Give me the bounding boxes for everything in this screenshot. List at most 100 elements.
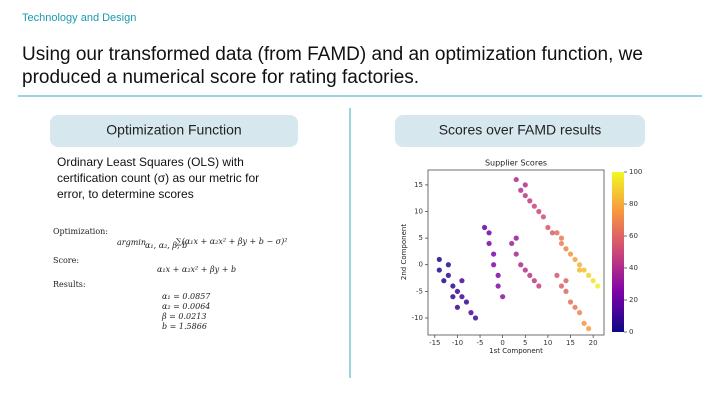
section-label: Technology and Design [22,12,136,24]
point [445,272,451,278]
point [536,283,542,289]
point [522,267,528,273]
colorbar-tick-label: 80 [629,200,638,208]
point [576,310,583,316]
x-tick-label: 10 [543,339,552,347]
point [495,272,501,278]
math-expression: ∑(α₁x + α₂x² + βy + b − σ)² [176,237,288,246]
result-line: α₁ = 0.0857 [162,292,211,301]
point [491,251,497,257]
point [572,304,578,310]
point [509,240,515,247]
point [581,267,587,273]
point [441,278,447,284]
x-tick-label: 5 [523,339,527,347]
colorbar-tick-label: 40 [629,264,638,272]
point [522,192,528,199]
point [554,272,560,278]
point [567,299,574,305]
point [513,251,519,257]
y-tick-label: 10 [414,208,423,216]
body-text: Ordinary Least Squares (OLS) with [57,155,244,169]
point [518,187,524,193]
point [563,278,569,284]
point [454,304,461,310]
point [558,240,565,247]
point [567,251,574,257]
point [459,278,465,284]
point [536,208,542,215]
x-tick-label: 0 [500,339,504,347]
plot-frame [427,169,605,336]
point [513,235,519,241]
point [436,256,442,263]
point [563,288,569,294]
title-line: produced a numerical score for rating fa… [22,67,419,88]
x-tick-label: -10 [452,339,463,347]
point [563,246,569,252]
point [576,267,583,273]
colorbar [612,172,624,332]
heading-box [50,115,298,147]
point [590,278,596,284]
chart-title: Supplier Scores [485,159,547,168]
body-text: certification count (σ) as our metric fo… [57,171,259,185]
heading-box [395,115,645,147]
math-subscript: α₁, α₂, β, b [145,241,187,250]
point [491,262,497,268]
point [531,203,537,209]
colorbar-tick-label: 20 [629,296,638,304]
math-label: Score: [53,256,79,265]
math-operator: argmin [117,238,146,247]
x-tick-label: -15 [429,339,440,347]
panel-heading: Scores over FAMD results [439,122,602,138]
point [513,176,519,183]
panel-heading: Optimization Function [106,122,241,138]
point [558,235,565,241]
y-tick-label: 5 [419,234,423,242]
result-line: β = 0.0213 [161,312,206,321]
colorbar-tick-label: 100 [629,168,642,176]
point [522,182,528,188]
point [450,283,456,289]
result-line: α₂ = 0.0064 [162,302,210,311]
y-tick-label: 0 [419,261,423,269]
x-tick-label: -5 [477,339,484,347]
point [545,224,551,231]
title-line: Using our transformed data (from FAMD) a… [22,44,643,65]
point [486,230,492,236]
point [572,256,578,263]
point [558,283,565,289]
colorbar-tick-label: 0 [629,328,633,336]
x-tick-label: 20 [589,339,598,347]
point [500,294,506,300]
point [581,320,587,326]
point [549,230,556,236]
point [450,294,456,300]
point [586,272,592,278]
point [463,299,470,305]
point [595,283,601,289]
point [486,240,492,247]
x-axis-label: 1st Component [489,347,543,355]
y-tick-label: -10 [412,314,423,322]
y-tick-label: 15 [414,181,423,189]
point [576,262,583,268]
math-label: Results: [53,280,86,289]
body-text: error, to determine scores [57,187,194,201]
point [586,326,592,332]
point [531,278,537,284]
result-line: b = 1.5866 [162,322,207,331]
point [527,198,533,204]
point [527,272,533,278]
point [472,315,479,321]
point [554,230,560,236]
math-label: Optimization: [53,227,108,236]
y-tick-label: -5 [416,287,423,295]
point [481,224,488,231]
point [518,262,524,268]
colorbar-tick-label: 60 [629,232,638,240]
point [436,267,442,273]
point [459,294,465,300]
